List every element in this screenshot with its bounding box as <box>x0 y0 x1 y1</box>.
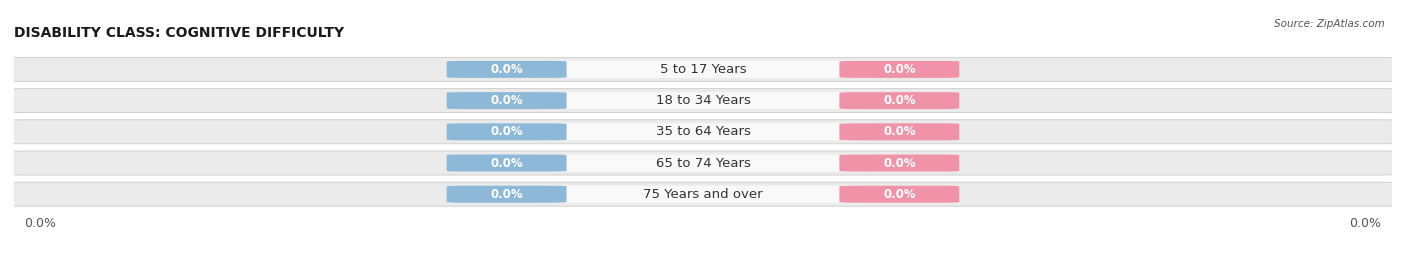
FancyBboxPatch shape <box>447 186 567 203</box>
FancyBboxPatch shape <box>839 186 959 203</box>
FancyBboxPatch shape <box>534 92 872 109</box>
FancyBboxPatch shape <box>534 123 872 140</box>
Text: 5 to 17 Years: 5 to 17 Years <box>659 63 747 76</box>
Text: 0.0%: 0.0% <box>883 125 915 138</box>
FancyBboxPatch shape <box>447 123 567 140</box>
Text: 0.0%: 0.0% <box>883 63 915 76</box>
FancyBboxPatch shape <box>839 123 959 140</box>
Text: 0.0%: 0.0% <box>491 94 523 107</box>
Text: 35 to 64 Years: 35 to 64 Years <box>655 125 751 138</box>
FancyBboxPatch shape <box>534 154 872 172</box>
Text: 65 to 74 Years: 65 to 74 Years <box>655 157 751 169</box>
Text: DISABILITY CLASS: COGNITIVE DIFFICULTY: DISABILITY CLASS: COGNITIVE DIFFICULTY <box>14 26 344 40</box>
Text: 0.0%: 0.0% <box>883 94 915 107</box>
Text: 0.0%: 0.0% <box>883 188 915 201</box>
FancyBboxPatch shape <box>7 57 1399 82</box>
Text: 0.0%: 0.0% <box>491 157 523 169</box>
FancyBboxPatch shape <box>534 61 872 78</box>
Text: 0.0%: 0.0% <box>24 217 56 230</box>
FancyBboxPatch shape <box>839 61 959 78</box>
Text: 0.0%: 0.0% <box>883 157 915 169</box>
FancyBboxPatch shape <box>7 182 1399 206</box>
FancyBboxPatch shape <box>839 154 959 172</box>
FancyBboxPatch shape <box>447 92 567 109</box>
Text: 18 to 34 Years: 18 to 34 Years <box>655 94 751 107</box>
Text: 0.0%: 0.0% <box>491 188 523 201</box>
FancyBboxPatch shape <box>447 154 567 172</box>
Text: 0.0%: 0.0% <box>491 125 523 138</box>
FancyBboxPatch shape <box>7 89 1399 113</box>
FancyBboxPatch shape <box>447 61 567 78</box>
Text: Source: ZipAtlas.com: Source: ZipAtlas.com <box>1274 19 1385 29</box>
FancyBboxPatch shape <box>839 92 959 109</box>
Text: 75 Years and over: 75 Years and over <box>643 188 763 201</box>
FancyBboxPatch shape <box>7 151 1399 175</box>
Text: 0.0%: 0.0% <box>1350 217 1382 230</box>
FancyBboxPatch shape <box>7 120 1399 144</box>
Text: 0.0%: 0.0% <box>491 63 523 76</box>
FancyBboxPatch shape <box>534 186 872 203</box>
